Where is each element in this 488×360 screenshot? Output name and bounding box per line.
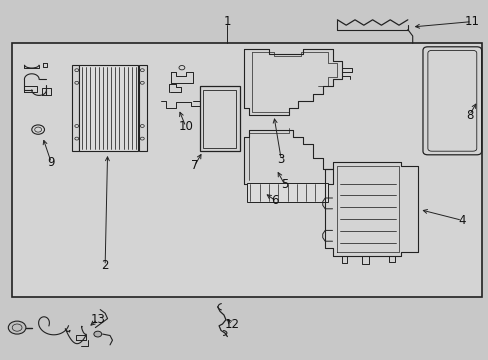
Text: 10: 10 bbox=[178, 120, 193, 133]
Bar bbox=[79, 65, 138, 151]
Bar bbox=[12, 43, 481, 297]
Text: 5: 5 bbox=[280, 178, 288, 191]
Text: 2: 2 bbox=[101, 259, 109, 272]
Bar bbox=[199, 86, 239, 151]
Text: 9: 9 bbox=[47, 156, 55, 169]
Circle shape bbox=[8, 321, 26, 334]
Text: 11: 11 bbox=[464, 15, 478, 28]
Bar bbox=[79, 68, 82, 148]
Bar bbox=[203, 90, 235, 148]
Text: 6: 6 bbox=[271, 194, 279, 207]
Text: 7: 7 bbox=[190, 159, 198, 172]
Bar bbox=[137, 68, 139, 148]
Circle shape bbox=[94, 331, 102, 337]
Text: 13: 13 bbox=[90, 313, 105, 326]
Text: 3: 3 bbox=[277, 153, 285, 166]
Bar bbox=[72, 65, 79, 151]
Bar bbox=[246, 183, 327, 202]
Text: 12: 12 bbox=[224, 318, 239, 331]
Bar bbox=[139, 65, 146, 151]
Text: 4: 4 bbox=[457, 214, 465, 227]
Text: 8: 8 bbox=[465, 109, 472, 122]
Text: 1: 1 bbox=[223, 15, 231, 28]
